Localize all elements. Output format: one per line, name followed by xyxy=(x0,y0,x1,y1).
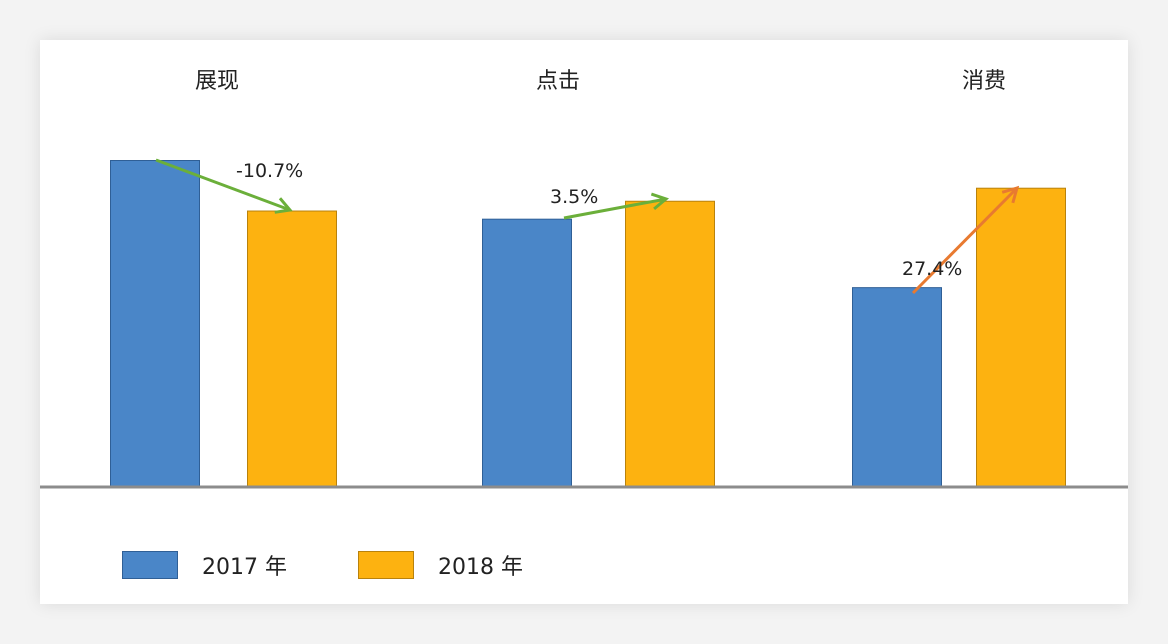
legend-item-2017: 2017 年 xyxy=(122,548,287,582)
legend-swatch-2018 xyxy=(358,551,414,579)
change-label-2: 3.5% xyxy=(550,186,598,208)
change-arrow-3 xyxy=(911,188,1017,295)
bar-2018-2 xyxy=(625,200,715,487)
legend-label-2017: 2017 年 xyxy=(202,555,287,580)
legend-swatch-2017 xyxy=(122,551,178,579)
change-label-3: 27.4% xyxy=(902,258,962,280)
change-arrow-2 xyxy=(563,199,666,220)
chart-card: 展现 点击 消费 -10.7% 3.5% 27.4% 2017 年 2018 年 xyxy=(40,40,1128,604)
legend-label-2018: 2018 年 xyxy=(438,555,523,580)
bar-2018-1 xyxy=(247,210,337,487)
bar-2017-1 xyxy=(110,160,200,487)
bar-2018-3 xyxy=(976,187,1066,488)
category-title-1: 展现 xyxy=(195,69,239,94)
bar-2017-2 xyxy=(482,218,572,487)
category-title-2: 点击 xyxy=(536,69,580,94)
bar-chart: 展现 点击 消费 -10.7% 3.5% 27.4% xyxy=(40,69,1128,489)
change-label-1: -10.7% xyxy=(236,160,303,182)
category-title-3: 消费 xyxy=(962,69,1006,94)
change-arrow-1 xyxy=(155,158,290,210)
bar-2017-3 xyxy=(852,287,942,487)
legend-item-2018: 2018 年 xyxy=(358,548,523,582)
